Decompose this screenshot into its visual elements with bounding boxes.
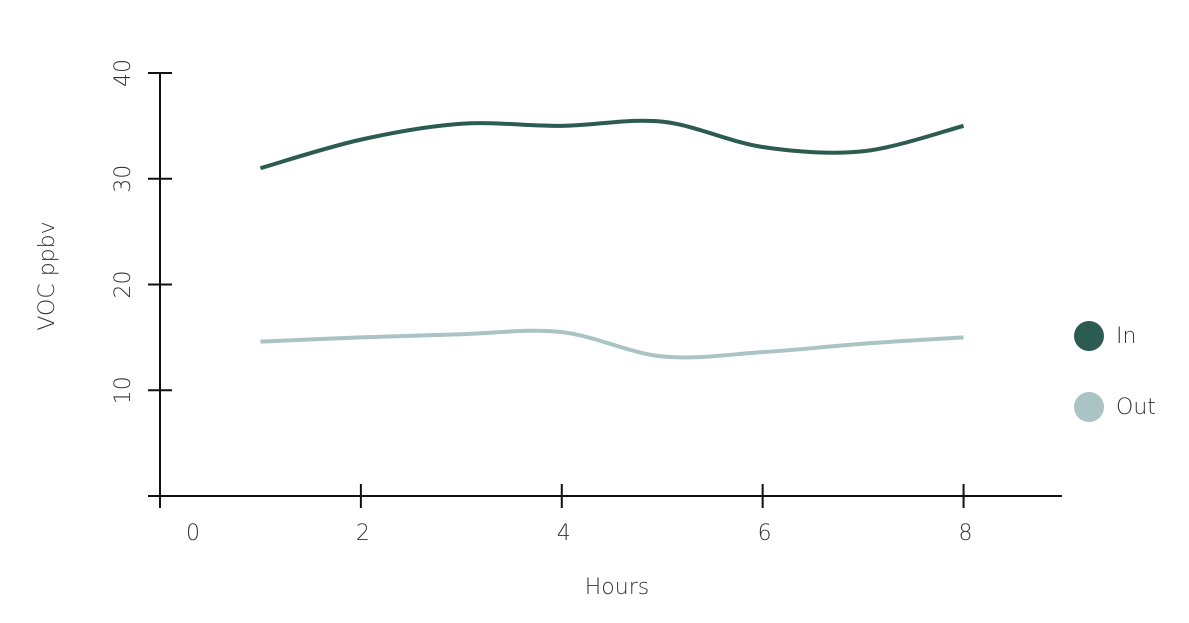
line-series: [260, 328, 964, 360]
x-tick-label: 2: [356, 521, 370, 546]
y-tick-label: 20: [111, 271, 136, 299]
y-tick-label: 10: [111, 376, 136, 404]
x-tick-label: 6: [758, 521, 772, 546]
y-axis-label: VOC ppbv: [35, 221, 60, 330]
legend-swatch: [1074, 392, 1104, 422]
legend-label: Out: [1116, 395, 1156, 420]
x-tick-label: 4: [557, 521, 571, 546]
y-tick-label: 40: [111, 59, 136, 87]
x-axis-label: Hours: [585, 575, 649, 600]
x-tick-label: 8: [959, 521, 973, 546]
legend-swatch: [1074, 321, 1104, 351]
line-series: [259, 118, 965, 171]
x-tick-label: 0: [186, 521, 200, 546]
legend-label: In: [1116, 324, 1136, 349]
y-tick-label: 30: [111, 165, 136, 193]
